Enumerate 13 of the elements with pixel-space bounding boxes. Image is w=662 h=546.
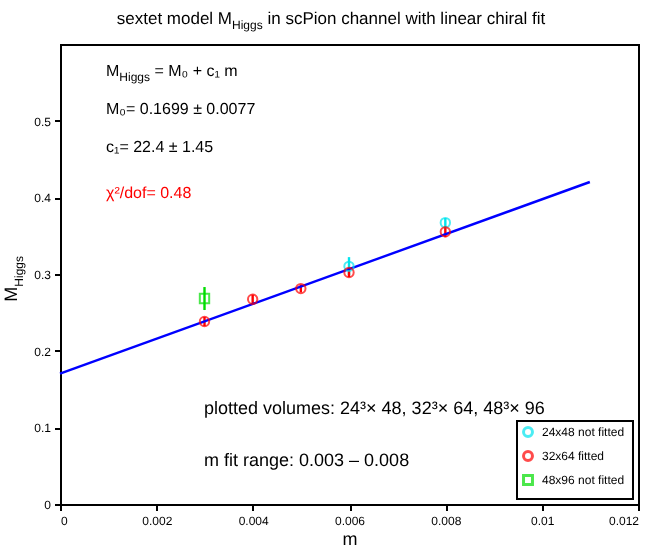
annotation: c₁= 22.4 ± 1.45 xyxy=(106,138,214,158)
point xyxy=(439,226,452,238)
x-axis-title: m xyxy=(342,529,358,546)
annotation: M$_{Higgs}$ = M₀ + c₁ m xyxy=(106,62,238,90)
point xyxy=(246,293,259,305)
point xyxy=(439,216,452,229)
point xyxy=(198,292,211,305)
point xyxy=(198,315,211,328)
chart-title: sextet model M$_{Higgs}$ in scPion channel with linear chiral fit xyxy=(114,8,548,38)
annotation: χ²/dof= 0.48 xyxy=(106,184,192,204)
annotation: M₀= 0.1699 ± 0.0077 xyxy=(106,100,256,120)
annotation: plotted volumes: 24³× 48, 32³× 64, 48³× 96 xyxy=(204,398,545,418)
annotation: m fit range: 0.003 – 0.008 xyxy=(204,450,410,470)
